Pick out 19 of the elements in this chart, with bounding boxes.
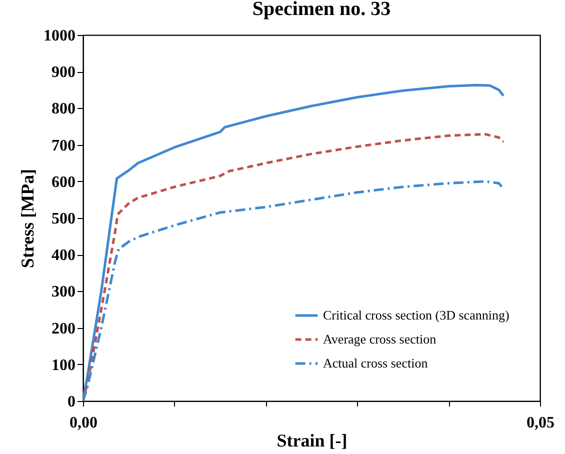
- chart-title: Specimen no. 33: [252, 0, 391, 20]
- y-tick-label: 400: [52, 247, 76, 264]
- x-tick-label: 0,00: [70, 414, 98, 432]
- y-tick-label: 500: [52, 210, 76, 228]
- y-tick-label: 200: [52, 320, 76, 338]
- y-axis-title: Stress [MPa]: [18, 168, 38, 268]
- y-tick-label: 700: [52, 137, 76, 154]
- legend-label: Critical cross section (3D scanning): [323, 308, 510, 322]
- legend-label: Average cross section: [323, 332, 437, 346]
- x-axis-title: Strain [-]: [276, 430, 348, 450]
- legend-label: Actual cross section: [323, 356, 428, 370]
- y-tick-label: 100: [52, 356, 76, 374]
- y-tick-label: 800: [52, 100, 76, 118]
- y-tick-label: 0: [68, 394, 76, 410]
- y-tick-label: 1000: [44, 28, 76, 44]
- x-tick-label: 0,05: [526, 414, 554, 432]
- y-tick-label: 600: [52, 174, 76, 191]
- y-tick-label: 900: [52, 64, 76, 82]
- y-tick-label: 300: [52, 284, 76, 301]
